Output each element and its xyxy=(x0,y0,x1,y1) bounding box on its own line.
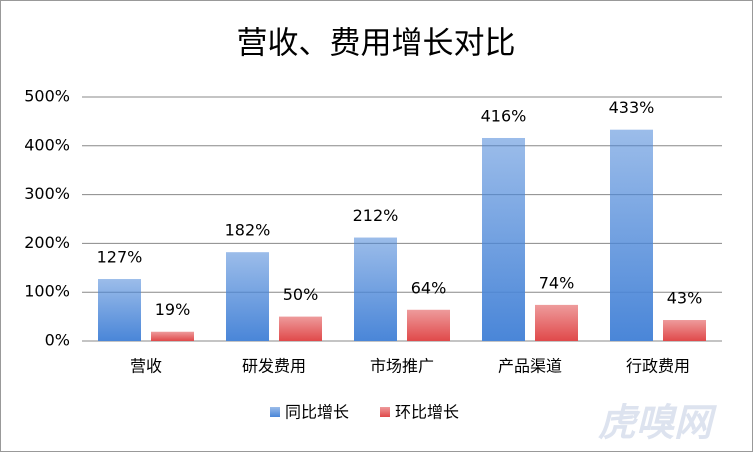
bar xyxy=(151,331,194,341)
chart-title: 营收、费用增长对比 xyxy=(237,26,516,62)
data-label: 127% xyxy=(97,248,143,267)
bar xyxy=(407,309,450,341)
y-tick-label: 0% xyxy=(45,331,70,350)
data-label: 74% xyxy=(539,273,575,292)
data-label: 64% xyxy=(411,278,447,297)
data-label: 212% xyxy=(353,206,399,225)
y-tick-label: 300% xyxy=(24,184,70,203)
legend-label: 同比增长 xyxy=(285,403,349,422)
x-tick-label: 研发费用 xyxy=(242,357,306,376)
data-label: 50% xyxy=(283,285,319,304)
data-label: 43% xyxy=(667,289,703,308)
bar xyxy=(354,237,397,341)
legend-label: 环比增长 xyxy=(395,403,459,422)
data-label: 416% xyxy=(481,106,527,125)
x-tick-label: 行政费用 xyxy=(626,357,690,376)
y-tick-label: 400% xyxy=(24,135,70,154)
data-label: 19% xyxy=(155,300,191,319)
legend-swatch xyxy=(380,407,390,417)
x-tick-label: 市场推广 xyxy=(370,357,434,376)
bar xyxy=(535,304,578,341)
y-tick-label: 500% xyxy=(24,87,70,106)
bar xyxy=(98,279,141,341)
bar xyxy=(226,252,269,341)
data-label: 433% xyxy=(609,98,655,117)
y-tick-label: 200% xyxy=(24,233,70,252)
bar xyxy=(482,137,525,341)
x-tick-label: 产品渠道 xyxy=(498,357,562,376)
bar xyxy=(279,316,322,341)
x-tick-label: 营收 xyxy=(130,357,162,376)
watermark: 虎嗅网 xyxy=(598,401,717,445)
bar xyxy=(663,320,706,341)
bar xyxy=(610,129,653,341)
y-tick-label: 100% xyxy=(24,282,70,301)
legend-swatch xyxy=(270,407,280,417)
data-label: 182% xyxy=(225,221,271,240)
